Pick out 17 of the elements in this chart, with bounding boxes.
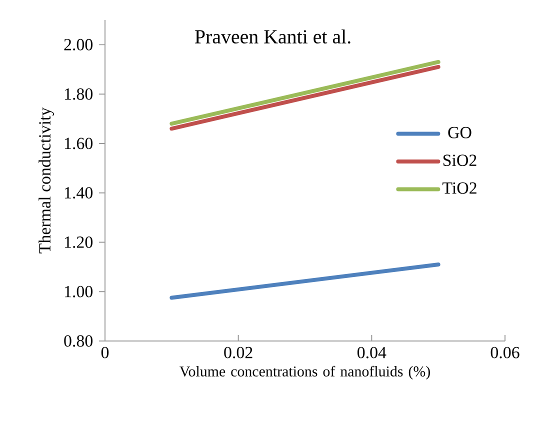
chart-title: Praveen Kanti et al. — [195, 29, 350, 44]
y-tick-label: 1.20 — [65, 236, 93, 248]
y-tick-label: 1.00 — [65, 286, 93, 298]
y-axis-title: Thermal conductivity — [38, 107, 54, 254]
y-tick-label: 1.80 — [65, 88, 93, 100]
y-tick-label: 2.00 — [64, 38, 93, 50]
legend-label: GO — [448, 126, 472, 138]
legend-label: TiO2 — [442, 182, 476, 194]
y-tick-label: 0.80 — [64, 335, 93, 347]
x-tick-label: 0.02 — [224, 346, 252, 358]
legend-label: SiO2 — [443, 154, 476, 166]
x-tick-label: 0.04 — [357, 346, 386, 358]
x-axis-title: Volume concentrations of nanofluids (%) — [180, 366, 430, 380]
x-tick-label: 0.06 — [490, 346, 520, 358]
y-tick-label: 1.40 — [65, 187, 93, 199]
y-tick-label: 1.60 — [65, 138, 93, 150]
x-tick-label: 0 — [101, 346, 109, 358]
